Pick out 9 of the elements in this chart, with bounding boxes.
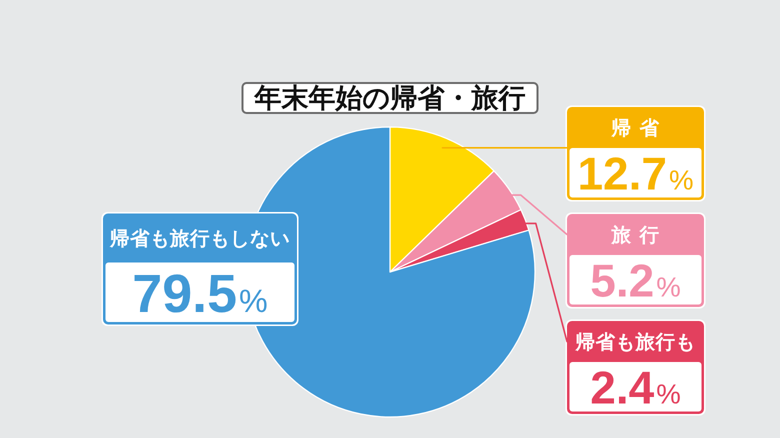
slice-label: 帰省も旅行も	[574, 330, 696, 354]
slice-label: 旅行	[610, 224, 668, 246]
title: 年末年始の帰省・旅行	[242, 82, 538, 114]
data-label: 12.7%	[577, 148, 694, 200]
data-label: 79.5%	[132, 264, 268, 324]
slice-label: 帰省	[610, 116, 668, 140]
data-label: 5.2%	[590, 254, 681, 307]
data-label: 2.4%	[590, 362, 681, 414]
slice-label: 帰省も旅行もしない	[109, 227, 290, 250]
